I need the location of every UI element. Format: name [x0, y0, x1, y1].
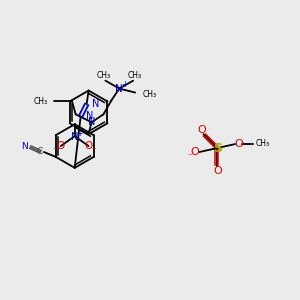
Text: N: N — [92, 99, 99, 110]
Text: ⁻: ⁻ — [52, 146, 58, 156]
Text: CH₃: CH₃ — [128, 71, 142, 80]
Text: O: O — [57, 141, 65, 151]
Text: N: N — [116, 84, 123, 94]
Text: ⁻: ⁻ — [187, 152, 192, 162]
Text: O: O — [197, 125, 206, 135]
Text: CH₃: CH₃ — [34, 97, 48, 106]
Text: N: N — [21, 142, 28, 151]
Text: N: N — [88, 117, 95, 127]
Text: CH₃: CH₃ — [256, 139, 270, 148]
Text: N: N — [85, 111, 93, 121]
Text: ⁻: ⁻ — [91, 146, 96, 155]
Text: CH₃: CH₃ — [143, 90, 157, 99]
Text: O: O — [84, 141, 93, 151]
Text: CH₃: CH₃ — [96, 71, 110, 80]
Text: O: O — [235, 139, 244, 149]
Text: C: C — [37, 148, 43, 157]
Text: N: N — [71, 132, 78, 142]
Text: O: O — [213, 166, 222, 176]
Text: +: + — [121, 80, 128, 89]
Text: +: + — [76, 129, 83, 138]
Text: S: S — [213, 142, 222, 154]
Text: O: O — [190, 147, 199, 157]
